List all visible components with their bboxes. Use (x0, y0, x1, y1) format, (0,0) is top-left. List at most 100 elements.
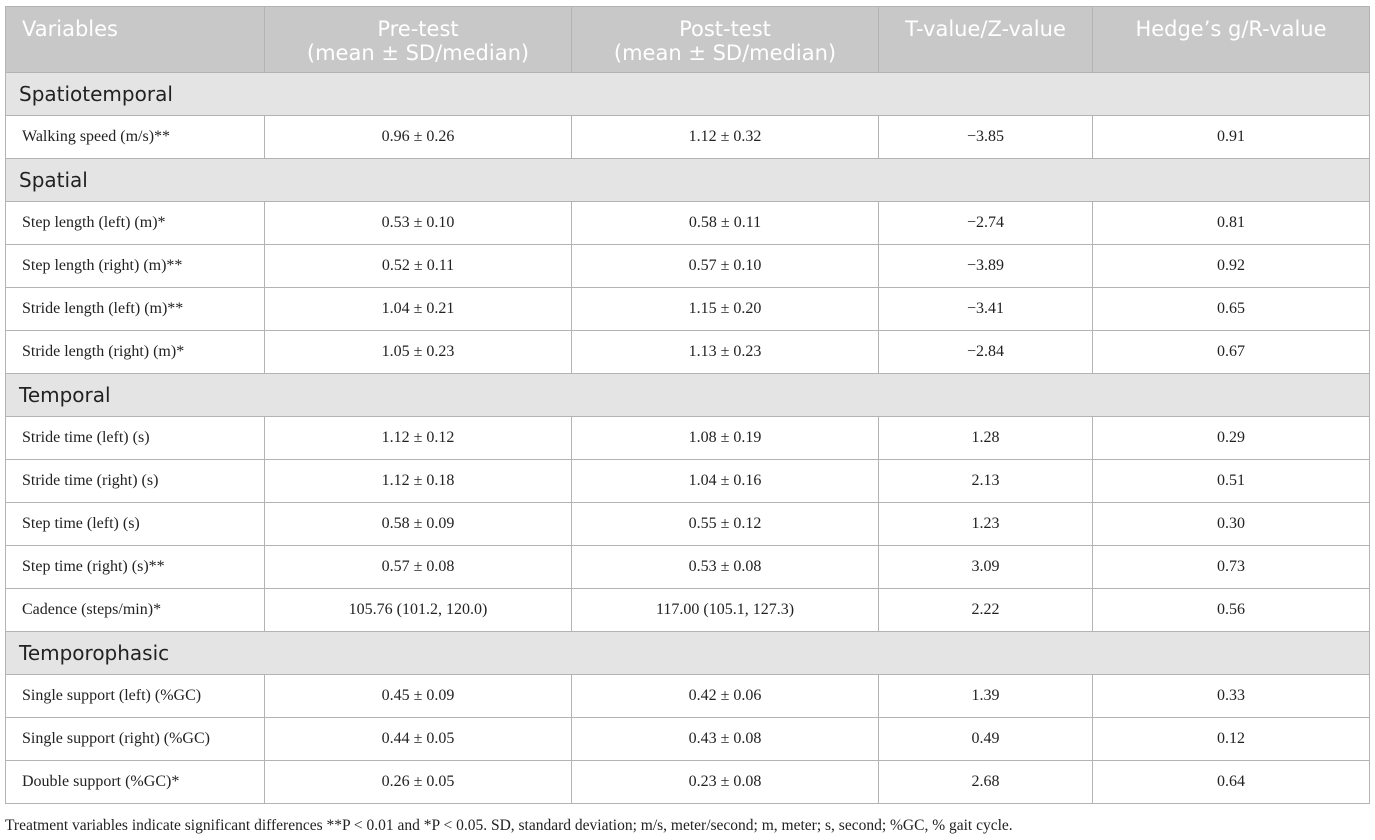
variable-cell: Single support (right) (%GC) (5, 717, 265, 761)
variable-cell: Step length (left) (m)* (5, 201, 265, 245)
variable-cell: Stride time (right) (s) (5, 459, 265, 503)
table-row: Cadence (steps/min)* 105.76 (101.2, 120.0… (5, 588, 1370, 632)
gait-parameters-table: Variables Pre-test (mean ± SD/median) Po… (5, 6, 1370, 804)
variable-cell: Stride length (right) (m)* (5, 330, 265, 374)
post-test-cell: 1.08 ± 0.19 (571, 416, 879, 460)
pre-test-cell: 1.12 ± 0.12 (264, 416, 572, 460)
table-row: Step length (right) (m)** 0.52 ± 0.11 0.57… (5, 244, 1370, 288)
post-test-cell: 1.15 ± 0.20 (571, 287, 879, 331)
section-row: Spatial (5, 158, 1370, 202)
gait-table-container: Variables Pre-test (mean ± SD/median) Po… (5, 6, 1370, 804)
variable-cell: Walking speed (m/s)** (5, 115, 265, 159)
effect-size-cell: 0.51 (1092, 459, 1370, 503)
post-test-cell: 0.23 ± 0.08 (571, 760, 879, 804)
pre-test-cell: 0.57 ± 0.08 (264, 545, 572, 589)
pre-test-cell: 1.12 ± 0.18 (264, 459, 572, 503)
table-row: Step time (right) (s)** 0.57 ± 0.08 0.53 ±… (5, 545, 1370, 589)
variable-cell: Step length (right) (m)** (5, 244, 265, 288)
t-value-cell: −3.89 (878, 244, 1093, 288)
pre-test-cell: 0.44 ± 0.05 (264, 717, 572, 761)
table-row: Single support (right) (%GC) 0.44 ± 0.05 0… (5, 717, 1370, 761)
post-test-cell: 1.04 ± 0.16 (571, 459, 879, 503)
table-row: Step length (left) (m)* 0.53 ± 0.10 0.58 ±… (5, 201, 1370, 245)
post-test-cell: 0.53 ± 0.08 (571, 545, 879, 589)
effect-size-cell: 0.65 (1092, 287, 1370, 331)
effect-size-cell: 0.73 (1092, 545, 1370, 589)
effect-size-cell: 0.12 (1092, 717, 1370, 761)
effect-size-cell: 0.33 (1092, 674, 1370, 718)
section-title: Spatial (5, 158, 1370, 202)
post-test-cell: 0.58 ± 0.11 (571, 201, 879, 245)
post-test-cell: 0.57 ± 0.10 (571, 244, 879, 288)
table-row: Single support (left) (%GC) 0.45 ± 0.09 0.… (5, 674, 1370, 718)
variable-cell: Step time (left) (s) (5, 502, 265, 546)
t-value-cell: 2.13 (878, 459, 1093, 503)
table-footnote: Treatment variables indicate significant… (5, 817, 1013, 834)
table-row: Stride length (left) (m)** 1.04 ± 0.21 1.1… (5, 287, 1370, 331)
header-post-test: Post-test (mean ± SD/median) (571, 6, 879, 73)
variable-cell: Stride time (left) (s) (5, 416, 265, 460)
section-row: Temporophasic (5, 631, 1370, 675)
effect-size-cell: 0.56 (1092, 588, 1370, 632)
t-value-cell: 1.28 (878, 416, 1093, 460)
t-value-cell: −2.74 (878, 201, 1093, 245)
pre-test-cell: 0.26 ± 0.05 (264, 760, 572, 804)
t-value-cell: −3.41 (878, 287, 1093, 331)
pre-test-cell: 1.05 ± 0.23 (264, 330, 572, 374)
post-test-cell: 1.12 ± 0.32 (571, 115, 879, 159)
section-row: Spatiotemporal (5, 72, 1370, 116)
effect-size-cell: 0.64 (1092, 760, 1370, 804)
effect-size-cell: 0.81 (1092, 201, 1370, 245)
header-pre-test-line1: Pre-test (377, 17, 459, 41)
pre-test-cell: 105.76 (101.2, 120.0) (264, 588, 572, 632)
t-value-cell: 3.09 (878, 545, 1093, 589)
post-test-cell: 1.13 ± 0.23 (571, 330, 879, 374)
t-value-cell: 1.23 (878, 502, 1093, 546)
t-value-cell: 2.68 (878, 760, 1093, 804)
pre-test-cell: 0.53 ± 0.10 (264, 201, 572, 245)
pre-test-cell: 0.45 ± 0.09 (264, 674, 572, 718)
header-effect-size: Hedge’s g/R-value (1092, 6, 1370, 73)
table-row: Stride length (right) (m)* 1.05 ± 0.23 1.1… (5, 330, 1370, 374)
table-row: Walking speed (m/s)** 0.96 ± 0.26 1.12 ± 0… (5, 115, 1370, 159)
effect-size-cell: 0.91 (1092, 115, 1370, 159)
variable-cell: Stride length (left) (m)** (5, 287, 265, 331)
header-post-test-line1: Post-test (679, 17, 771, 41)
pre-test-cell: 0.58 ± 0.09 (264, 502, 572, 546)
header-variables: Variables (5, 6, 265, 73)
pre-test-cell: 0.96 ± 0.26 (264, 115, 572, 159)
post-test-cell: 0.43 ± 0.08 (571, 717, 879, 761)
variable-cell: Double support (%GC)* (5, 760, 265, 804)
post-test-cell: 0.55 ± 0.12 (571, 502, 879, 546)
header-t-value: T-value/Z-value (878, 6, 1093, 73)
section-row: Temporal (5, 373, 1370, 417)
section-title: Temporal (5, 373, 1370, 417)
header-post-test-line2: (mean ± SD/median) (613, 41, 837, 65)
post-test-cell: 0.42 ± 0.06 (571, 674, 879, 718)
table-header-row: Variables Pre-test (mean ± SD/median) Po… (5, 6, 1370, 73)
t-value-cell: −3.85 (878, 115, 1093, 159)
effect-size-cell: 0.92 (1092, 244, 1370, 288)
t-value-cell: 2.22 (878, 588, 1093, 632)
table-row: Stride time (right) (s) 1.12 ± 0.18 1.04 ±… (5, 459, 1370, 503)
table-body: Spatiotemporal Walking speed (m/s)** 0.96 … (5, 72, 1370, 804)
t-value-cell: 0.49 (878, 717, 1093, 761)
t-value-cell: −2.84 (878, 330, 1093, 374)
effect-size-cell: 0.30 (1092, 502, 1370, 546)
variable-cell: Cadence (steps/min)* (5, 588, 265, 632)
variable-cell: Step time (right) (s)** (5, 545, 265, 589)
post-test-cell: 117.00 (105.1, 127.3) (571, 588, 879, 632)
variable-cell: Single support (left) (%GC) (5, 674, 265, 718)
table-row: Stride time (left) (s) 1.12 ± 0.12 1.08 ± … (5, 416, 1370, 460)
pre-test-cell: 1.04 ± 0.21 (264, 287, 572, 331)
header-pre-test: Pre-test (mean ± SD/median) (264, 6, 572, 73)
table-row: Double support (%GC)* 0.26 ± 0.05 0.23 ± 0… (5, 760, 1370, 804)
section-title: Temporophasic (5, 631, 1370, 675)
table-row: Step time (left) (s) 0.58 ± 0.09 0.55 ± 0.… (5, 502, 1370, 546)
header-pre-test-line2: (mean ± SD/median) (306, 41, 530, 65)
t-value-cell: 1.39 (878, 674, 1093, 718)
effect-size-cell: 0.29 (1092, 416, 1370, 460)
effect-size-cell: 0.67 (1092, 330, 1370, 374)
section-title: Spatiotemporal (5, 72, 1370, 116)
pre-test-cell: 0.52 ± 0.11 (264, 244, 572, 288)
